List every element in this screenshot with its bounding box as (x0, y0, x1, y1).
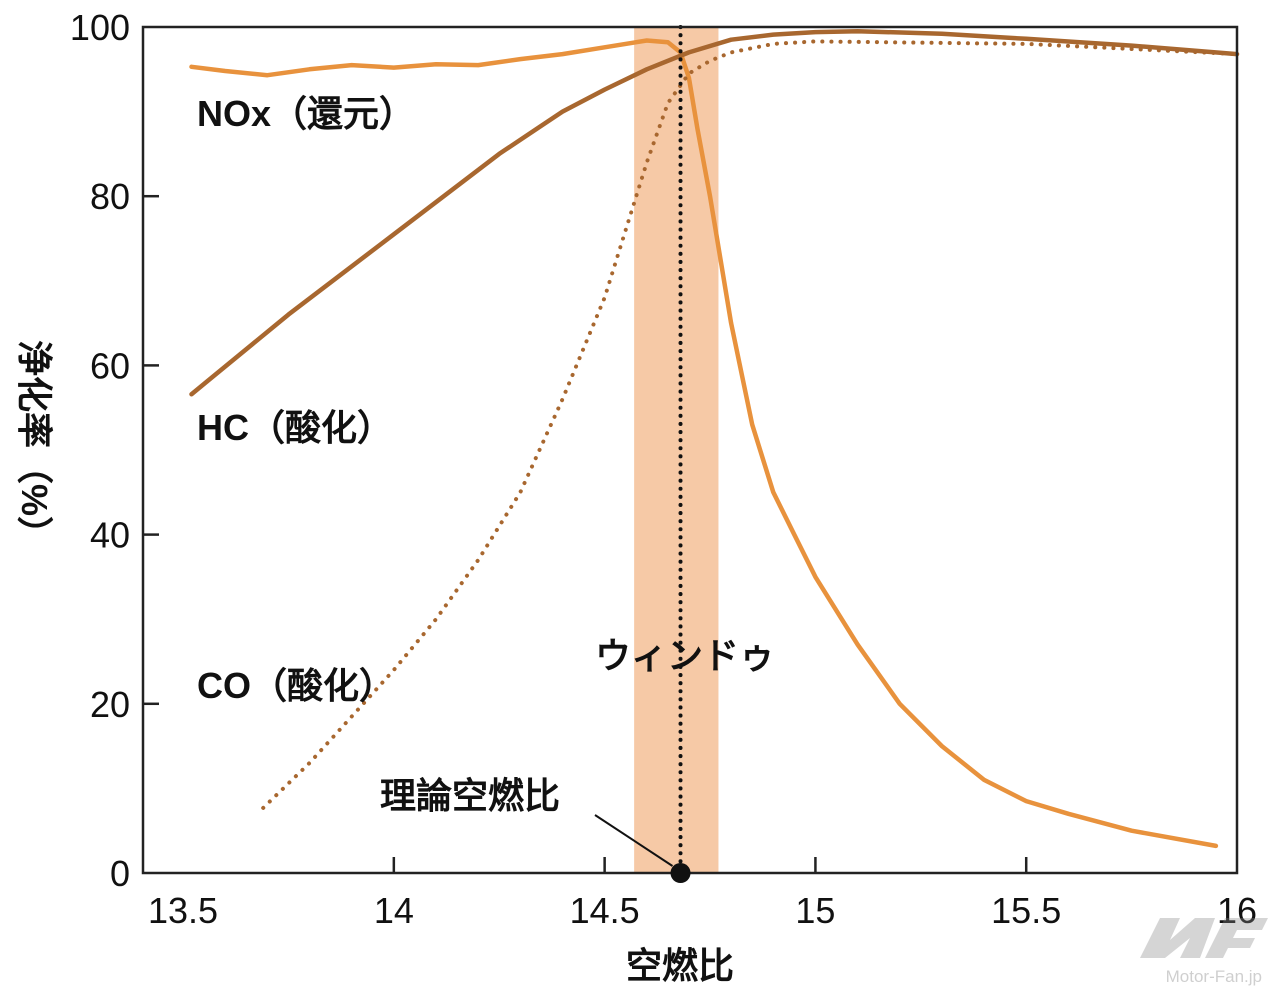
label-hc: HC（酸化） (197, 407, 393, 448)
series-line-hc (189, 28, 1240, 397)
y-tick-label: 40 (90, 515, 130, 556)
y-tick-label: 20 (90, 684, 130, 725)
y-tick-label: 0 (110, 853, 130, 894)
y-axis-label: 浄化率（%） (14, 340, 55, 552)
motorfan-logo: Motor-Fan.jp (1140, 918, 1268, 986)
x-tick-label: 14.5 (570, 890, 640, 931)
x-tick-label: 16 (1217, 890, 1257, 931)
y-tick-label: 100 (70, 7, 130, 48)
series-line-co (261, 39, 1239, 810)
y-tick-label: 80 (90, 176, 130, 217)
series-line-nox (189, 38, 1219, 849)
label-nox: NOx（還元） (197, 93, 415, 134)
x-axis-label: 空燃比 (626, 945, 734, 986)
window-label: ウィンドゥ (595, 635, 775, 676)
x-tick-label: 15 (795, 890, 835, 931)
stoichiometric-label: 理論空燃比 (380, 775, 560, 816)
watermark-text: Motor-Fan.jp (1166, 967, 1262, 986)
x-tick-label: 13.5 (148, 890, 218, 931)
x-tick-label: 14 (374, 890, 414, 931)
y-tick-label: 60 (90, 345, 130, 386)
x-tick-label: 15.5 (991, 890, 1061, 931)
stoichiometric-leader-line (594, 814, 674, 867)
stoichiometric-point (670, 863, 691, 883)
label-co: CO（酸化） (197, 665, 395, 706)
window-band (634, 27, 719, 873)
